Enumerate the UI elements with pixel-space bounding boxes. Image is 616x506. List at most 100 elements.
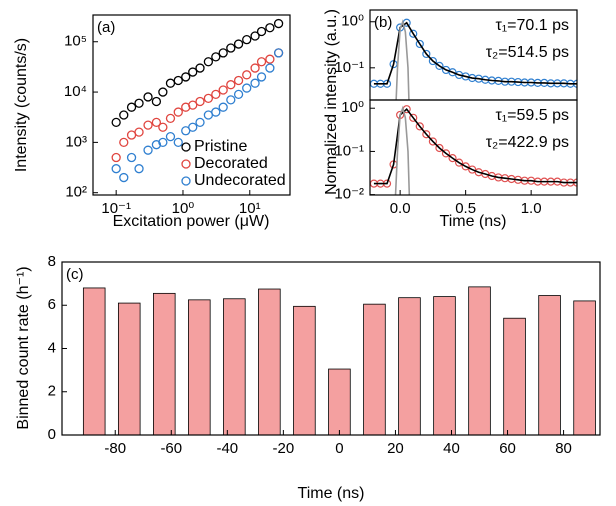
data-line bbox=[394, 105, 411, 195]
panel-label: (b) bbox=[374, 14, 392, 31]
data-line bbox=[395, 19, 410, 100]
y-tick-label: 10⁰ bbox=[341, 13, 364, 30]
x-tick-label: 0.0 bbox=[390, 200, 411, 217]
bar bbox=[328, 368, 351, 435]
bar bbox=[223, 298, 246, 435]
legend-marker bbox=[181, 159, 191, 169]
x-tick-label: -80 bbox=[104, 440, 126, 457]
bar bbox=[258, 288, 281, 435]
data-point bbox=[233, 89, 244, 100]
x-tick-label: 1.0 bbox=[521, 200, 542, 217]
data-point bbox=[126, 102, 137, 112]
legend-marker bbox=[181, 142, 191, 152]
data-point bbox=[143, 120, 153, 130]
data-point bbox=[435, 143, 444, 153]
data-point bbox=[151, 117, 162, 128]
data-point bbox=[226, 95, 236, 105]
data-point bbox=[265, 63, 275, 73]
data-point bbox=[151, 96, 162, 107]
data-point bbox=[454, 158, 464, 167]
data-point bbox=[448, 154, 457, 163]
y-tick-label: 4 bbox=[48, 339, 56, 356]
y-tick-label: 10⁻¹ bbox=[334, 59, 364, 76]
data-point bbox=[428, 137, 437, 146]
x-tick-label: -40 bbox=[216, 440, 238, 457]
x-tick-label: 10¹ bbox=[239, 200, 261, 217]
data-point bbox=[143, 92, 153, 102]
data-point bbox=[242, 83, 252, 93]
y-tick-label: 10² bbox=[65, 184, 87, 201]
data-point bbox=[422, 130, 431, 139]
x-tick-label: 10⁰ bbox=[172, 200, 195, 217]
data-point bbox=[409, 29, 418, 38]
data-point bbox=[111, 117, 121, 128]
axes-frame bbox=[61, 261, 601, 436]
axes-frame bbox=[369, 99, 578, 196]
data-point bbox=[134, 127, 144, 137]
data-point bbox=[218, 85, 228, 95]
legend-label: Pristine bbox=[194, 138, 247, 155]
data-point bbox=[265, 23, 275, 33]
data-point bbox=[233, 75, 244, 86]
data-point bbox=[151, 140, 162, 150]
x-axis-label: Time (ns) bbox=[440, 213, 507, 230]
bar bbox=[363, 303, 386, 435]
data-point bbox=[242, 70, 252, 80]
data-point bbox=[134, 164, 144, 174]
data-point bbox=[273, 48, 284, 58]
data-point bbox=[250, 63, 260, 73]
bar bbox=[398, 297, 421, 435]
data-point bbox=[119, 172, 129, 183]
x-tick-label: 0.5 bbox=[455, 200, 476, 217]
data-point bbox=[211, 107, 221, 117]
data-point bbox=[126, 130, 137, 140]
data-point bbox=[415, 122, 424, 131]
y-axis-label: Binned count rate (h⁻¹) bbox=[15, 266, 32, 429]
data-point bbox=[203, 93, 214, 103]
data-point bbox=[250, 31, 260, 41]
data-point bbox=[256, 57, 267, 67]
legend-label: Undecorated bbox=[194, 172, 286, 189]
annotation: τ₁=70.1 ps bbox=[495, 17, 569, 34]
data-point bbox=[111, 164, 121, 174]
data-point bbox=[126, 152, 137, 163]
plot-area bbox=[82, 286, 596, 435]
data-point bbox=[211, 89, 221, 100]
annotation: τ₂=514.5 ps bbox=[486, 44, 569, 61]
data-point bbox=[165, 131, 176, 142]
data-point bbox=[188, 67, 198, 77]
x-tick-label: -60 bbox=[160, 440, 182, 457]
bar bbox=[468, 286, 491, 435]
data-point bbox=[173, 75, 183, 86]
x-axis-label: Time (ns) bbox=[298, 485, 365, 502]
data-point bbox=[226, 43, 236, 53]
bar bbox=[82, 287, 106, 435]
y-tick-label: 10⁵ bbox=[64, 33, 87, 50]
data-point bbox=[415, 39, 424, 49]
data-point bbox=[143, 145, 153, 155]
bar bbox=[153, 292, 176, 435]
panel-label: (a) bbox=[97, 19, 115, 36]
data-point bbox=[173, 137, 183, 148]
data-point bbox=[441, 149, 451, 158]
data-point bbox=[428, 56, 437, 66]
bar bbox=[503, 317, 526, 435]
axes-frame bbox=[92, 14, 291, 196]
data-point bbox=[188, 122, 198, 132]
legend-label: Decorated bbox=[194, 155, 268, 172]
data-point bbox=[226, 80, 236, 90]
data-point bbox=[435, 61, 444, 71]
y-tick-label: 10⁴ bbox=[64, 83, 87, 100]
annotation: τ₂=422.9 ps bbox=[486, 134, 569, 151]
data-point bbox=[195, 117, 205, 128]
y-tick-label: 10⁻² bbox=[334, 186, 364, 203]
data-point bbox=[119, 110, 129, 120]
data-line bbox=[373, 108, 577, 185]
y-tick-label: 0 bbox=[48, 426, 56, 443]
bar bbox=[117, 302, 141, 435]
data-point bbox=[158, 87, 168, 97]
data-point bbox=[119, 137, 129, 148]
plot-area bbox=[111, 18, 284, 183]
